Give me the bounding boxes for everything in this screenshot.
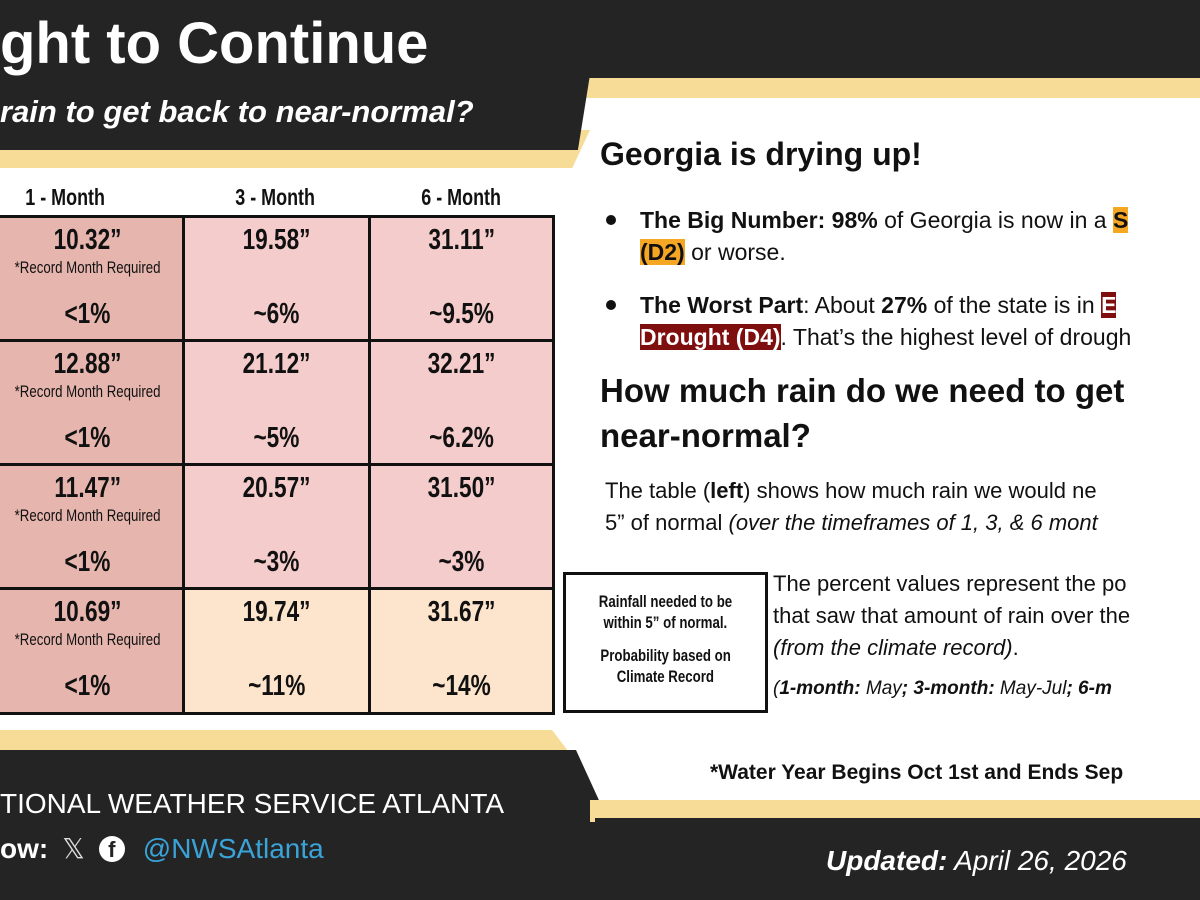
rainfall-amount: 20.57” xyxy=(242,472,311,504)
page-title: ght to Continue xyxy=(0,11,429,76)
social-follow: ow: 𝕏 f @NWSAtlanta xyxy=(0,832,324,865)
probability: <1% xyxy=(64,422,111,454)
column-header-1-month: 1 - Month xyxy=(25,184,105,210)
water-year-note: *Water Year Begins Oct 1st and Ends Sep xyxy=(710,761,1124,784)
probability: <1% xyxy=(64,670,111,702)
page-subtitle: rain to get back to near-normal? xyxy=(0,94,474,129)
question-heading-line2: near-normal? xyxy=(600,417,811,454)
rainfall-amount: 10.32” xyxy=(53,224,122,256)
rainfall-amount: 10.69” xyxy=(53,596,122,628)
rainfall-amount: 19.58” xyxy=(242,224,311,256)
right-panel-bottom-stripe xyxy=(590,800,1200,822)
rainfall-amount: 31.50” xyxy=(427,472,496,504)
column-header-6-month: 6 - Month xyxy=(421,184,501,210)
column-header-3-month: 3 - Month xyxy=(235,184,315,210)
bullet-dot xyxy=(606,300,616,310)
social-handle[interactable]: @NWSAtlanta xyxy=(142,832,324,864)
bullet-dot xyxy=(606,215,616,225)
question-heading-line1: How much rain do we need to get xyxy=(600,372,1125,409)
rainfall-amount: 12.88” xyxy=(53,348,122,380)
rainfall-amount: 31.67” xyxy=(427,596,496,628)
probability: ~3% xyxy=(253,546,300,578)
probability: ~5% xyxy=(253,422,300,454)
probability: ~9.5% xyxy=(429,298,494,330)
probability: <1% xyxy=(64,298,111,330)
right-panel-top-stripe xyxy=(580,78,1200,98)
header-banner xyxy=(0,0,602,150)
facebook-icon[interactable]: f xyxy=(98,835,125,862)
updated-date: Updated: April 26, 2026 xyxy=(826,845,1127,876)
question-heading: How much rain do we need to get near-nor… xyxy=(600,368,1124,458)
probability: ~3% xyxy=(438,546,485,578)
rainfall-amount: 19.74” xyxy=(242,596,311,628)
table-cell: 10.32” *Record Month Required <1% xyxy=(0,215,185,343)
probability: ~11% xyxy=(247,670,306,702)
footer-banner-left xyxy=(0,750,600,900)
probability: ~14% xyxy=(432,670,491,702)
bullet-worst-part-line2: Drought (D4). That’s the highest level o… xyxy=(640,324,1132,350)
table-cell: 32.21” ~6.2% xyxy=(368,339,555,467)
x-icon[interactable]: 𝕏 xyxy=(62,832,85,865)
table-cell: 10.69” *Record Month Required <1% xyxy=(0,587,185,715)
probability: ~6.2% xyxy=(429,422,494,454)
record-note: *Record Month Required xyxy=(14,382,161,401)
table-cell: 11.47” *Record Month Required <1% xyxy=(0,463,185,591)
bullet-worst-part: The Worst Part: About 27% of the state i… xyxy=(640,292,1117,318)
rainfall-amount: 31.11” xyxy=(428,224,495,256)
footer-banner-right xyxy=(595,818,1200,900)
table-legend-box: Rainfall needed to be within 5” of norma… xyxy=(563,572,768,713)
table-cell: 31.11” ~9.5% xyxy=(368,215,555,343)
follow-label: ow: xyxy=(0,832,49,864)
table-cell: 19.58” ~6% xyxy=(182,215,371,343)
org-name: TIONAL WEATHER SERVICE ATLANTA xyxy=(0,788,505,819)
rainfall-amount: 32.21” xyxy=(427,348,496,380)
bullet-big-number-line2: (D2) or worse. xyxy=(640,239,786,265)
rainfall-amount: 11.47” xyxy=(54,472,121,504)
period-definitions: (1-month: May; 3-month: May-Jul; 6-m xyxy=(773,678,1112,699)
bullet-big-number: The Big Number: 98% of Georgia is now in… xyxy=(640,207,1129,233)
table-cell: 31.67” ~14% xyxy=(368,587,555,715)
rainfall-amount: 21.12” xyxy=(242,348,311,380)
probability: <1% xyxy=(64,546,111,578)
panel-heading: Georgia is drying up! xyxy=(600,136,922,172)
record-note: *Record Month Required xyxy=(14,258,161,277)
table-cell: 12.88” *Record Month Required <1% xyxy=(0,339,185,467)
table-cell: 20.57” ~3% xyxy=(182,463,371,591)
table-cell: 19.74” ~11% xyxy=(182,587,371,715)
record-note: *Record Month Required xyxy=(14,630,161,649)
table-explanation: The table (left) shows how much rain we … xyxy=(605,478,1098,535)
percent-explanation: The percent values represent the po that… xyxy=(773,571,1131,660)
table-cell: 21.12” ~5% xyxy=(182,339,371,467)
probability: ~6% xyxy=(253,298,300,330)
table-cell: 31.50” ~3% xyxy=(368,463,555,591)
record-note: *Record Month Required xyxy=(14,506,161,525)
